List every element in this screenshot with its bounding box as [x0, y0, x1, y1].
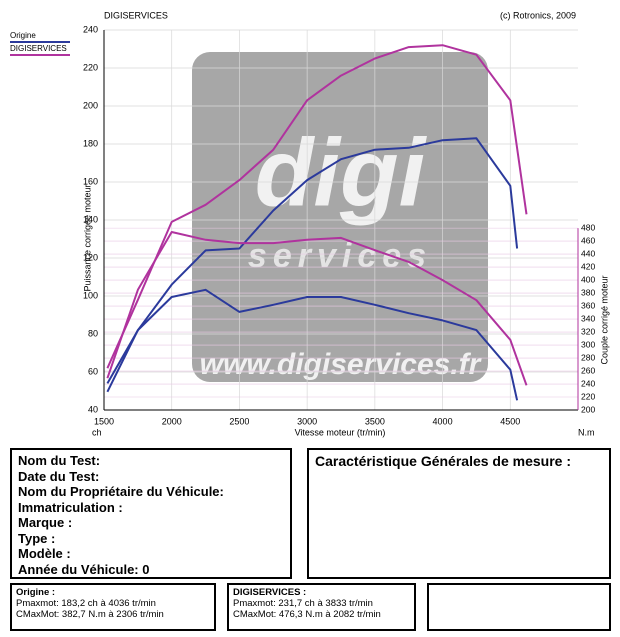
origine-box: Origine : Pmaxmot: 183,2 ch à 4036 tr/mi…	[10, 583, 216, 631]
origine-title: Origine :	[16, 587, 56, 598]
y-tick-label: 140	[83, 214, 98, 224]
y2-tick-label: 480	[581, 222, 595, 232]
form-field: Modèle :	[18, 546, 71, 561]
y2-tick-label: 280	[581, 352, 595, 362]
x-tick-label: 3500	[365, 416, 385, 426]
form-field: Année du Véhicule: 0	[18, 561, 150, 577]
y-tick-label: 240	[83, 24, 98, 34]
y-tick-label: 200	[83, 100, 98, 110]
x-tick-label: 1500	[94, 416, 114, 426]
y2-tick-label: 220	[581, 391, 595, 401]
y2-axis-title: Couple corrigé moteur	[599, 275, 609, 364]
origine-line: CMaxMot: 382,7 N.m à 2306 tr/min	[16, 609, 164, 620]
watermark-panel	[192, 52, 488, 382]
y-tick-label: 60	[88, 366, 98, 376]
form-field: Nom du Propriétaire du Véhicule:	[18, 484, 224, 499]
x-tick-label: 4000	[433, 416, 453, 426]
y-tick-label: 100	[83, 290, 98, 300]
y-unit: ch	[92, 427, 102, 437]
y2-tick-label: 420	[581, 261, 595, 271]
y2-tick-label: 460	[581, 235, 595, 245]
general-box: Caractéristique Générales de mesure :	[307, 448, 611, 579]
y2-tick-label: 260	[581, 365, 595, 375]
header-right: (c) Rotronics, 2009	[500, 10, 576, 20]
digi-line: Pmaxmot: 231,7 ch à 3833 tr/min	[233, 598, 373, 609]
header-left: DIGISERVICES	[104, 10, 168, 20]
series-line	[106, 288, 519, 401]
y-tick-label: 40	[88, 404, 98, 414]
y2-tick-label: 400	[581, 274, 595, 284]
y2-tick-label: 240	[581, 378, 595, 388]
x-axis-title: Vitesse moteur (tr/min)	[295, 427, 386, 437]
y2-tick-label: 440	[581, 248, 595, 258]
form-field: Type :	[18, 530, 56, 546]
y2-tick-label: 360	[581, 300, 595, 310]
y2-tick-label: 340	[581, 313, 595, 323]
x-tick-label: 3000	[297, 416, 317, 426]
y2-tick-label: 380	[581, 287, 595, 297]
y2-unit: N.m	[578, 427, 595, 437]
digi-box: DIGISERVICES : Pmaxmot: 231,7 ch à 3833 …	[227, 583, 416, 631]
watermark-logo: digi	[255, 119, 428, 226]
y-tick-label: 120	[83, 252, 98, 262]
y-tick-label: 160	[83, 176, 98, 186]
form-field: Date du Test:	[18, 468, 100, 484]
x-tick-label: 2500	[229, 416, 249, 426]
x-tick-label: 4500	[500, 416, 520, 426]
series-line	[106, 231, 528, 386]
test-info: Nom du Test: Date du Test: Nom du Propriét…	[10, 448, 292, 579]
general-title: Caractéristique Générales de mesure :	[315, 453, 572, 469]
y-tick-label: 180	[83, 138, 98, 148]
form-field: Nom du Test:	[18, 453, 101, 468]
y2-tick-label: 320	[581, 326, 595, 336]
x-tick-label: 2000	[162, 416, 182, 426]
watermark-url: www.digiservices.fr	[200, 348, 483, 381]
form-field: Immatriculation :	[18, 499, 123, 515]
y2-tick-label: 300	[581, 339, 595, 349]
digi-line: CMaxMot: 476,3 N.m à 2082 tr/min	[233, 609, 381, 620]
series-line	[106, 137, 519, 384]
y-tick-label: 220	[83, 62, 98, 72]
y-axis-title: Puissance corrigée moteur	[82, 184, 92, 291]
chart: digi services www.digiservices.fr DIGISE…	[10, 10, 609, 437]
empty-box	[427, 583, 611, 631]
digi-title: DIGISERVICES :	[233, 587, 307, 598]
legend-label: Origine	[10, 31, 36, 40]
form-field: Marque :	[18, 515, 73, 530]
series-line	[106, 44, 528, 369]
legend-label: DIGISERVICES	[10, 44, 67, 53]
origine-line: Pmaxmot: 183,2 ch à 4036 tr/min	[16, 598, 156, 609]
y2-tick-label: 200	[581, 404, 595, 414]
y-tick-label: 80	[88, 328, 98, 338]
